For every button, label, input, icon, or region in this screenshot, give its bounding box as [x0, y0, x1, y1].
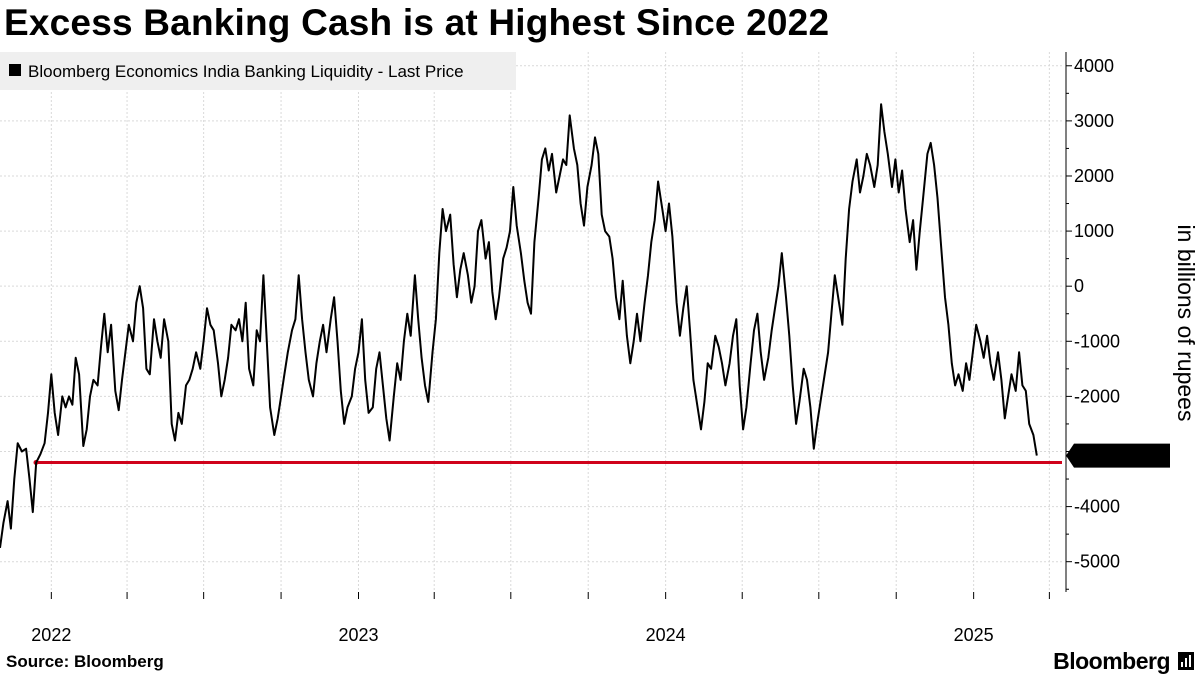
- y-axis-ticks: 4000 3000 2000 1000 0 -1000 -2000 -4000 -5000: [1066, 56, 1120, 590]
- legend: Bloomberg Economics India Banking Liquid…: [0, 52, 516, 90]
- x-tick-label: 2024: [646, 625, 686, 645]
- y-tick-label: 3000: [1074, 111, 1114, 131]
- y-axis-label: in billions of rupees: [1173, 225, 1199, 422]
- bloomberg-logo: Bloomberg: [1053, 648, 1170, 674]
- x-tick-label: 2025: [954, 625, 994, 645]
- legend-label: Bloomberg Economics India Banking Liquid…: [28, 62, 464, 81]
- vertical-gridlines: [50, 52, 1050, 592]
- y-tick-label: -1000: [1074, 331, 1120, 351]
- legend-background: [0, 52, 516, 90]
- series-line: [0, 103, 1038, 549]
- x-tick-label: 2023: [338, 625, 378, 645]
- last-value-label: -3074.34: [1076, 446, 1147, 466]
- y-tick-label: -2000: [1074, 386, 1120, 406]
- y-tick-label: 2000: [1074, 166, 1114, 186]
- last-value-badge-shape: [1066, 443, 1170, 468]
- chart-title: Excess Banking Cash is at Highest Since …: [4, 2, 830, 43]
- bloomberg-terminal-icon: [1178, 652, 1194, 670]
- y-tick-label: 0: [1074, 276, 1084, 296]
- y-tick-label: 1000: [1074, 221, 1114, 241]
- y-tick-label: -4000: [1074, 497, 1120, 517]
- last-value-badge: -3074.34: [1066, 443, 1170, 468]
- x-tick-label: 2022: [31, 625, 71, 645]
- x-axis-ticks: 2022 2023 2024 2025: [31, 592, 1050, 645]
- legend-swatch: [9, 64, 21, 76]
- y-tick-label: -5000: [1074, 552, 1120, 572]
- source-note: Source: Bloomberg: [6, 652, 164, 671]
- y-tick-label: 4000: [1074, 56, 1114, 76]
